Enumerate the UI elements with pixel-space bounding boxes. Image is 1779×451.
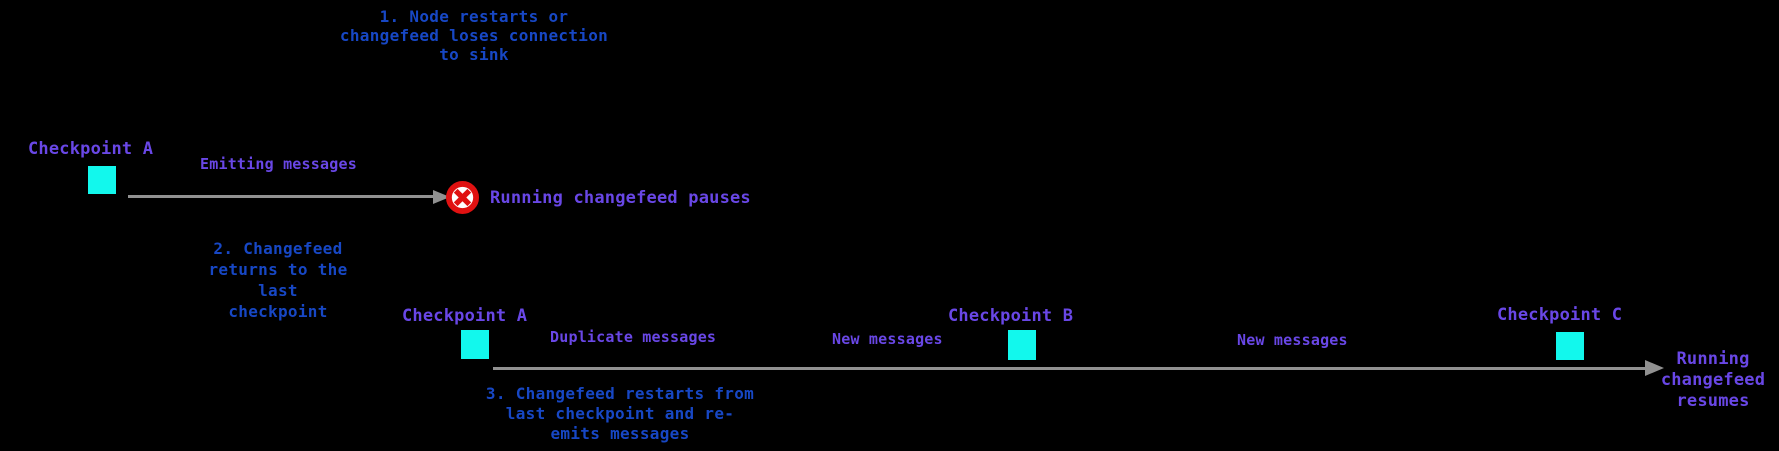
- new-messages-label-1: New messages: [832, 330, 943, 348]
- checkpoint-a-marker-top: [88, 166, 116, 194]
- timeline2-line: [493, 367, 1647, 370]
- checkpoint-a-label-top: Checkpoint A: [28, 139, 154, 159]
- resume-line: resumes: [1676, 391, 1750, 411]
- timeline2-arrowhead-icon: [1645, 360, 1664, 376]
- resume-line: Running: [1676, 349, 1750, 369]
- note-line: last: [258, 281, 298, 300]
- note-line: returns to the: [208, 260, 348, 279]
- note-line: 1. Node restarts or: [379, 7, 569, 26]
- resume-line: changefeed: [1660, 370, 1766, 390]
- cancel-circle-icon: [446, 181, 479, 214]
- note-line: 3. Changefeed restarts from: [485, 384, 755, 403]
- checkpoint-b-label: Checkpoint B: [948, 306, 1074, 326]
- resume-label: Running changefeed resumes: [1652, 349, 1774, 412]
- note-restarts-from-checkpoint: 3. Changefeed restarts from last checkpo…: [468, 384, 772, 444]
- pause-label: Running changefeed pauses: [490, 188, 751, 208]
- note-node-restarts: 1. Node restarts or changefeed loses con…: [318, 7, 630, 64]
- new-messages-label-2: New messages: [1237, 331, 1348, 349]
- note-line: last checkpoint and re-: [505, 404, 735, 423]
- timeline1-arrowhead-icon: [433, 190, 450, 204]
- checkpoint-a-marker-bottom: [461, 330, 489, 359]
- checkpoint-b-marker: [1008, 330, 1036, 360]
- checkpoint-a-label-bottom: Checkpoint A: [402, 306, 528, 326]
- note-line: emits messages: [550, 424, 690, 443]
- checkpoint-c-marker: [1556, 332, 1584, 360]
- checkpoint-c-label: Checkpoint C: [1497, 305, 1623, 325]
- note-line: to sink: [439, 45, 509, 64]
- note-line: changefeed loses connection: [339, 26, 609, 45]
- emitting-messages-label: Emitting messages: [200, 155, 357, 173]
- duplicate-messages-label: Duplicate messages: [550, 328, 717, 346]
- note-line: checkpoint: [228, 302, 328, 321]
- timeline1-line: [128, 195, 435, 198]
- note-returns-to-checkpoint: 2. Changefeed returns to the last checkp…: [158, 238, 398, 322]
- note-line: 2. Changefeed: [213, 239, 343, 258]
